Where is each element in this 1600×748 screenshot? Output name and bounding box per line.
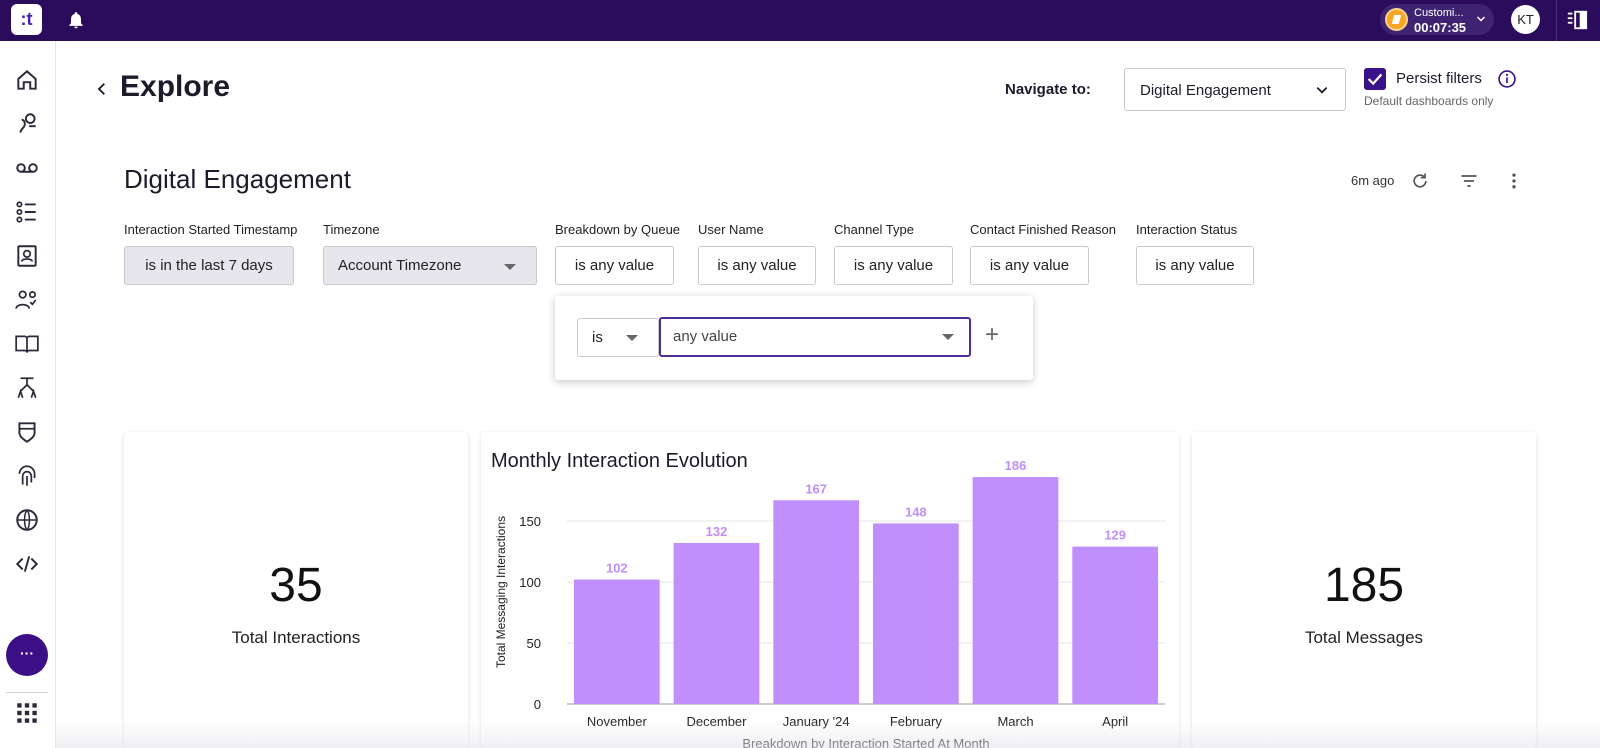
filter-label: User Name	[698, 222, 764, 237]
side-panel-icon[interactable]	[1566, 9, 1588, 31]
timezone-select[interactable]: Account Timezone	[323, 246, 537, 285]
x-tick-label: December	[687, 714, 748, 729]
persist-filters-checkbox[interactable]	[1364, 68, 1386, 90]
chevron-down-icon	[1475, 12, 1487, 24]
kpi-label: Total Messages	[1304, 628, 1424, 647]
more-vert-icon[interactable]	[1504, 171, 1524, 191]
bar	[673, 542, 760, 704]
knowledge-book-icon[interactable]	[14, 331, 40, 357]
data-label: 167	[805, 481, 827, 496]
kpi-value: 35	[269, 559, 323, 612]
more-apps-button[interactable]: ···	[6, 634, 48, 676]
back-icon[interactable]	[93, 80, 111, 98]
persist-filters-label: Persist filters	[1396, 70, 1482, 87]
operator-select[interactable]: is	[577, 318, 659, 357]
voicemail-icon[interactable]	[14, 155, 40, 181]
filter-interaction-status-button[interactable]: is any value	[1136, 246, 1254, 285]
dashboard-title: Digital Engagement	[124, 164, 351, 194]
x-tick-label: April	[1102, 714, 1128, 729]
filter-finished-reason-button[interactable]: is any value	[970, 246, 1089, 285]
x-tick-label: March	[997, 714, 1033, 729]
y-tick-label: 100	[519, 575, 541, 590]
filter-label: Breakdown by Queue	[555, 222, 681, 237]
filter-label: Interaction Started Timestamp	[124, 222, 298, 237]
chevron-down-icon	[1315, 83, 1329, 97]
kpi-value: 185	[1323, 559, 1405, 612]
journeys-icon[interactable]	[14, 111, 40, 137]
value-input[interactable]: any value	[673, 328, 738, 345]
flows-icon[interactable]	[14, 375, 40, 401]
filter-label: Contact Finished Reason	[970, 222, 1116, 237]
home-icon[interactable]	[14, 67, 40, 93]
persist-filters-hint: Default dashboards only	[1364, 94, 1494, 108]
filter-user-name-button[interactable]: is any value	[698, 246, 816, 285]
navigate-select[interactable]: Digital Engagement	[1124, 68, 1346, 111]
timer-time: 00:07:35	[1414, 20, 1467, 35]
code-icon[interactable]	[14, 551, 40, 577]
filter-popover: is any value +	[555, 296, 1033, 380]
kpi-label: Total Interactions	[231, 628, 361, 647]
filter-timestamp-button[interactable]: is in the last 7 days	[124, 246, 294, 285]
y-tick-label: 0	[534, 697, 541, 712]
y-axis-label: Total Messaging Interactions	[494, 516, 508, 668]
x-tick-label: January '24	[783, 714, 850, 729]
value-select[interactable]: any value	[659, 317, 971, 357]
navigate-label: Navigate to:	[1005, 81, 1091, 98]
refresh-icon[interactable]	[1410, 171, 1430, 191]
bar	[773, 500, 860, 704]
filter-label: Interaction Status	[1136, 222, 1238, 237]
x-tick-label: February	[890, 714, 943, 729]
data-label: 102	[606, 561, 628, 576]
bar	[872, 523, 959, 704]
apps-grid-icon[interactable]	[14, 700, 40, 726]
teams-icon[interactable]	[14, 287, 40, 313]
bar	[573, 579, 660, 704]
globe-icon[interactable]	[14, 507, 40, 533]
avatar[interactable]: KT	[1511, 5, 1540, 34]
contacts-icon[interactable]	[14, 243, 40, 269]
status-timer-chip[interactable]: Customi... 00:07:35	[1380, 4, 1494, 35]
divider	[1556, 0, 1557, 41]
status-icon	[1385, 8, 1408, 31]
task-list-icon[interactable]	[14, 199, 40, 225]
kpi-card-total-interactions: 35 Total Interactions	[124, 432, 468, 748]
shield-icon[interactable]	[14, 419, 40, 445]
navigate-select-value: Digital Engagement	[1140, 82, 1271, 99]
chart-title: Monthly Interaction Evolution	[491, 450, 748, 472]
filter-queue-button[interactable]: is any value	[555, 246, 674, 285]
add-condition-icon[interactable]: +	[985, 321, 1000, 348]
timer-status-label: Customi...	[1414, 7, 1464, 19]
caret-down-icon	[504, 264, 516, 270]
chart-card-monthly-evolution: Monthly Interaction Evolution 0 50 100 150 1…	[481, 432, 1179, 748]
data-label: 186	[1005, 458, 1027, 473]
top-bar: :t Customi... 00:07:35 KT	[0, 0, 1600, 41]
left-nav: ···	[0, 41, 56, 748]
app-logo[interactable]: :t	[11, 4, 42, 35]
page-title: Explore	[120, 70, 231, 103]
data-label: 129	[1104, 528, 1126, 543]
x-axis-label: Breakdown by Interaction Started At Mont…	[742, 736, 989, 748]
x-tick-label: November	[587, 714, 648, 729]
filter-channel-type-button[interactable]: is any value	[834, 246, 953, 285]
fingerprint-icon[interactable]	[14, 463, 40, 489]
filter-icon[interactable]	[1459, 171, 1479, 191]
divider	[6, 692, 48, 693]
filter-label: Timezone	[323, 222, 380, 237]
kpi-card-total-messages: 185 Total Messages	[1192, 432, 1536, 748]
bar	[972, 477, 1059, 704]
data-label: 132	[706, 524, 728, 539]
last-refresh-text: 6m ago	[1351, 173, 1395, 188]
filter-label: Channel Type	[834, 222, 914, 237]
caret-down-icon	[626, 335, 638, 341]
bell-icon[interactable]	[66, 10, 86, 30]
data-label: 148	[905, 504, 927, 519]
timezone-value: Account Timezone	[338, 257, 462, 274]
operator-value: is	[592, 329, 603, 346]
caret-down-icon	[942, 334, 954, 340]
bar-chart: 0 50 100 150 102 November 132 December 167 Januar…	[494, 458, 1165, 748]
info-icon[interactable]	[1497, 69, 1517, 89]
y-tick-label: 150	[519, 514, 541, 529]
y-tick-label: 50	[527, 636, 541, 651]
bar	[1072, 546, 1159, 704]
